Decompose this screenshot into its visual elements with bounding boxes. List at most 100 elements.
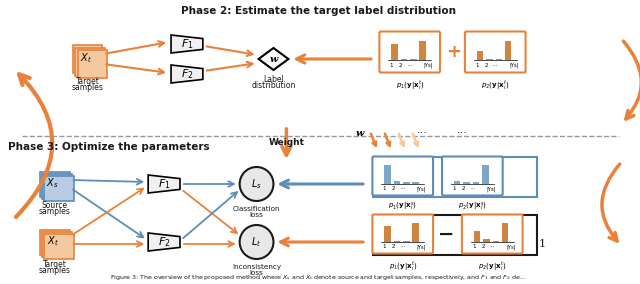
Bar (394, 241, 400, 242)
Text: $F_2$: $F_2$ (180, 67, 193, 81)
Bar (384, 165, 391, 184)
Text: distribution: distribution (252, 81, 296, 90)
Text: ···: ··· (493, 63, 498, 68)
Text: $L_s$: $L_s$ (251, 177, 262, 191)
Bar (391, 44, 398, 60)
Text: Inconsistency: Inconsistency (232, 264, 281, 270)
Text: ···: ··· (417, 128, 428, 138)
FancyBboxPatch shape (75, 47, 105, 76)
Bar (482, 165, 488, 184)
Circle shape (239, 225, 273, 259)
Text: Target: Target (76, 77, 99, 86)
Text: −: − (438, 224, 454, 243)
Polygon shape (148, 233, 180, 251)
Text: 1: 1 (475, 63, 479, 68)
Text: ···: ··· (408, 63, 413, 68)
Text: $X_s$: $X_s$ (47, 176, 59, 190)
Text: 1: 1 (539, 239, 546, 249)
Text: w: w (269, 55, 278, 64)
Bar (505, 41, 511, 60)
Bar (403, 241, 410, 242)
FancyBboxPatch shape (442, 156, 502, 195)
Text: $F_2$: $F_2$ (158, 235, 170, 249)
Text: ···: ··· (401, 245, 406, 249)
FancyBboxPatch shape (40, 172, 70, 197)
Bar (463, 182, 470, 184)
FancyBboxPatch shape (40, 229, 70, 254)
Bar (412, 223, 419, 242)
Text: Phase 2: Estimate the target label distribution: Phase 2: Estimate the target label distr… (180, 6, 456, 16)
Bar (412, 181, 419, 184)
Text: 1: 1 (472, 245, 476, 249)
Text: ···: ··· (490, 245, 495, 249)
Text: ···: ··· (470, 186, 476, 191)
Bar (495, 59, 502, 60)
FancyBboxPatch shape (72, 45, 102, 73)
Text: |Ys|: |Ys| (509, 63, 518, 68)
Text: |Ys|: |Ys| (506, 245, 515, 250)
Bar (394, 181, 400, 184)
Text: samples: samples (39, 266, 70, 275)
Bar (419, 41, 426, 60)
Text: |Ys|: |Ys| (424, 63, 433, 68)
Text: Label: Label (263, 75, 284, 84)
Polygon shape (259, 48, 289, 70)
FancyBboxPatch shape (44, 176, 74, 201)
Text: |Ys|: |Ys| (486, 186, 495, 192)
Text: samples: samples (39, 207, 70, 216)
Text: $p_2(\mathbf{y}|\mathbf{x}_i^t)$: $p_2(\mathbf{y}|\mathbf{x}_i^t)$ (478, 259, 506, 272)
Bar (502, 223, 508, 242)
Text: samples: samples (72, 83, 104, 92)
Polygon shape (171, 35, 203, 53)
FancyBboxPatch shape (42, 174, 72, 199)
Polygon shape (171, 65, 203, 83)
Bar (410, 59, 417, 60)
Bar (403, 183, 410, 184)
Bar (477, 51, 483, 60)
Text: |Ys|: |Ys| (417, 245, 426, 250)
Text: 2: 2 (484, 63, 488, 68)
Text: ···: ··· (401, 186, 406, 191)
Text: 2: 2 (392, 245, 396, 249)
Bar (472, 182, 479, 184)
Text: $X_t$: $X_t$ (47, 234, 59, 248)
Text: +: + (446, 43, 461, 61)
FancyBboxPatch shape (380, 32, 440, 72)
Text: 2: 2 (399, 63, 403, 68)
Text: w: w (356, 128, 364, 137)
Text: $p_1(\mathbf{y}|\mathbf{x}_i^s)$: $p_1(\mathbf{y}|\mathbf{x}_i^s)$ (388, 201, 417, 213)
Bar (454, 181, 460, 184)
Text: 2: 2 (481, 245, 485, 249)
Text: 1: 1 (390, 63, 393, 68)
FancyBboxPatch shape (77, 50, 108, 78)
Circle shape (239, 167, 273, 201)
Text: Phase 3: Optimize the parameters: Phase 3: Optimize the parameters (8, 142, 209, 152)
Bar (493, 241, 499, 242)
FancyBboxPatch shape (465, 32, 525, 72)
Text: Figure 3: The overview of the proposed method where $X_s$ and $X_t$ denote sourc: Figure 3: The overview of the proposed m… (110, 273, 527, 282)
Text: |Ys|: |Ys| (417, 186, 426, 192)
Text: $X_t$: $X_t$ (79, 51, 92, 65)
Text: 1: 1 (383, 245, 386, 249)
Bar (486, 59, 493, 60)
FancyBboxPatch shape (42, 232, 72, 257)
Text: Source: Source (42, 201, 68, 210)
Text: loss: loss (250, 270, 264, 276)
Text: 2: 2 (461, 186, 465, 191)
Text: $p_2(\mathbf{y}|\mathbf{x}_i^s)$: $p_2(\mathbf{y}|\mathbf{x}_i^s)$ (458, 201, 487, 213)
FancyBboxPatch shape (372, 156, 433, 195)
Text: loss: loss (250, 212, 264, 218)
FancyBboxPatch shape (462, 214, 523, 254)
Bar (474, 231, 481, 242)
FancyBboxPatch shape (44, 234, 74, 259)
Text: $p_1(\mathbf{y}|\mathbf{x}_i^t)$: $p_1(\mathbf{y}|\mathbf{x}_i^t)$ (388, 259, 417, 272)
Text: 1: 1 (452, 186, 456, 191)
Text: $F_1$: $F_1$ (158, 177, 170, 191)
Text: 2: 2 (392, 186, 396, 191)
Text: $L_t$: $L_t$ (252, 235, 262, 249)
Text: Weight: Weight (268, 138, 305, 147)
Text: Target: Target (43, 260, 67, 269)
Text: $p_1(\mathbf{y}|\mathbf{x}_i^t)$: $p_1(\mathbf{y}|\mathbf{x}_i^t)$ (396, 78, 424, 91)
Text: 1: 1 (383, 186, 386, 191)
Polygon shape (148, 175, 180, 193)
